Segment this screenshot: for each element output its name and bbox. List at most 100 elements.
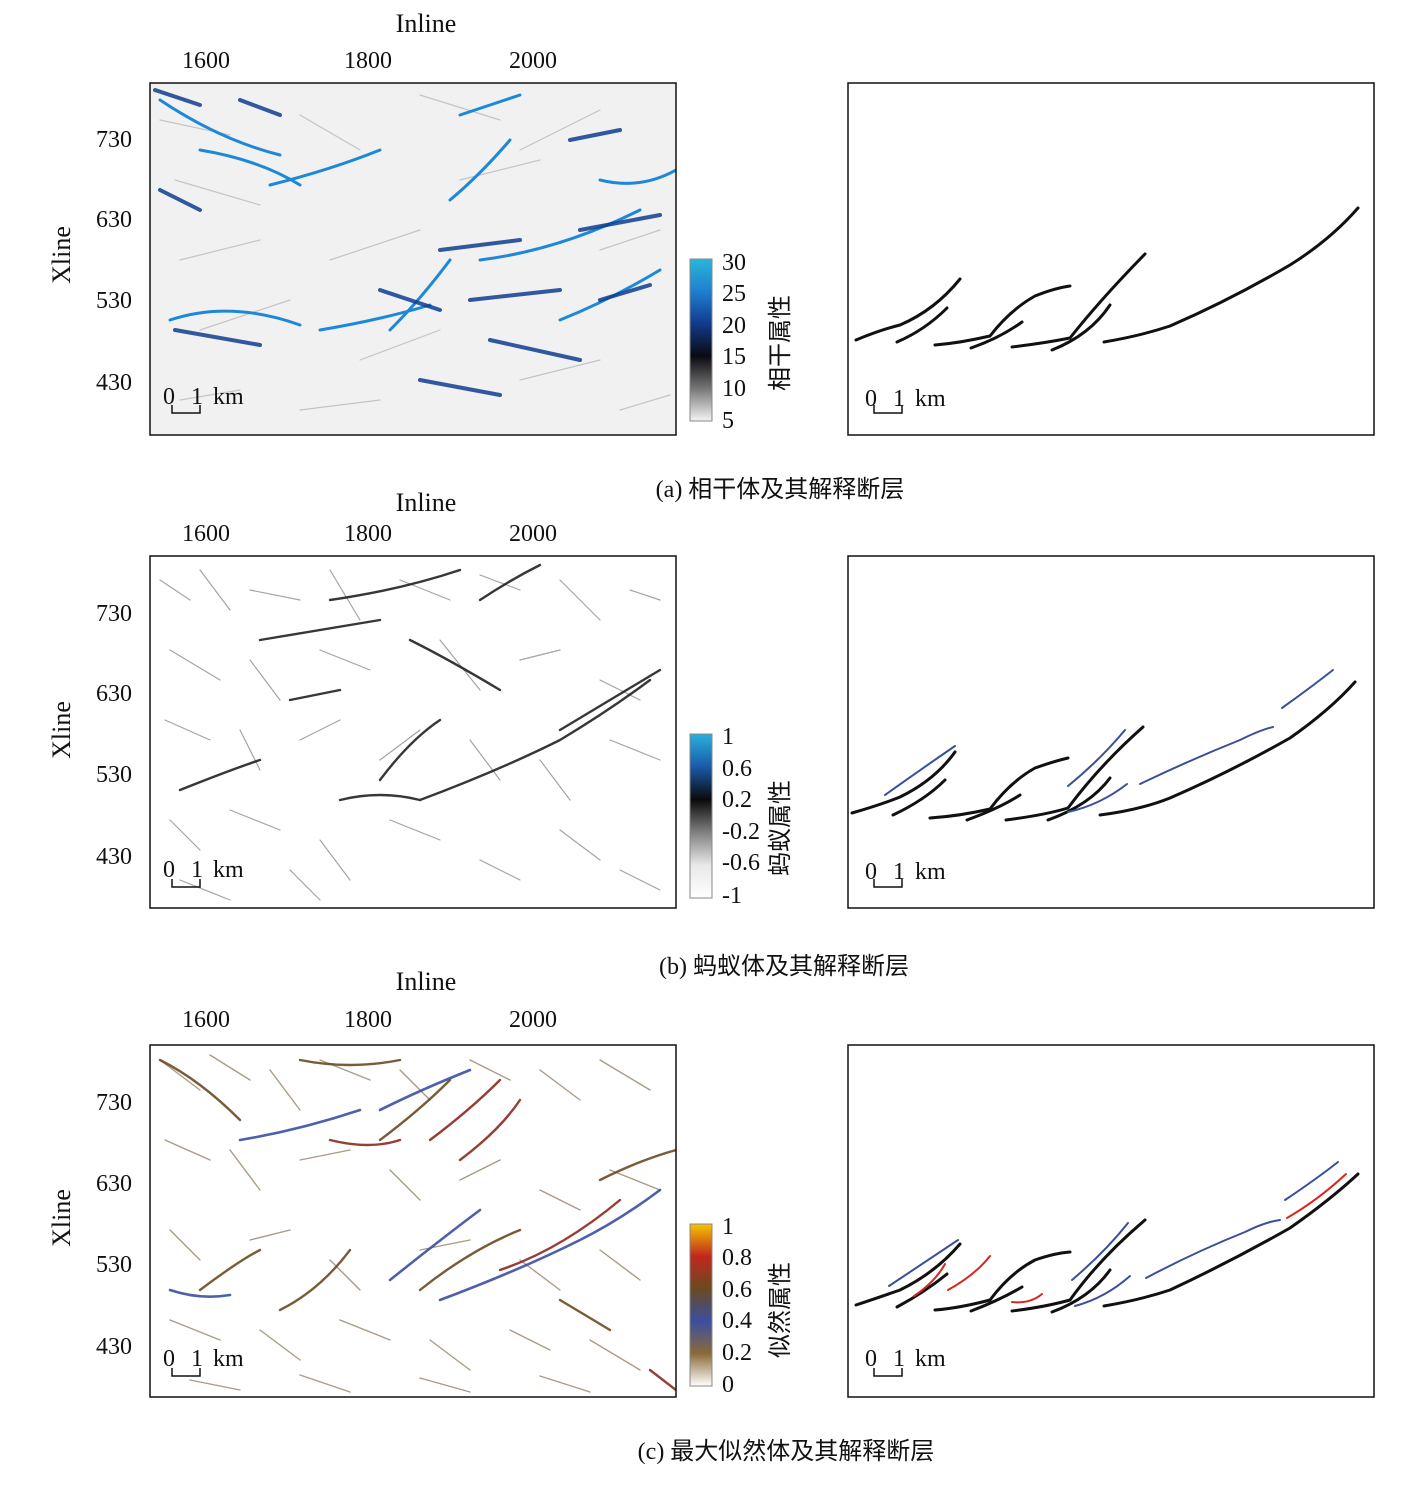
- scale-one: 1: [191, 857, 203, 883]
- likelihood-faults-blue: [168, 1068, 662, 1302]
- xline-tick-430: 430: [96, 1334, 132, 1360]
- scale-bar: 0 1 km: [865, 859, 946, 888]
- scale-bar: 0 1 km: [865, 1346, 946, 1377]
- inline-tick-2000: 2000: [509, 521, 557, 547]
- interpreted-faults-black: [850, 680, 1357, 822]
- colorbar-tick: -1: [722, 883, 742, 909]
- colorbar-tick: -0.2: [722, 819, 760, 845]
- xline-tick-530: 530: [96, 288, 132, 314]
- panel-a: Inline 1600 1800 2000 Xline 730 630 530 …: [47, 9, 1375, 503]
- inline-tick-1600: 1600: [182, 48, 230, 74]
- caption: (a) 相干体及其解释断层: [656, 476, 905, 503]
- scale-unit: km: [213, 1346, 244, 1372]
- xline-tick-630: 630: [96, 681, 132, 707]
- scale-unit: km: [213, 857, 244, 883]
- xline-tick-530: 530: [96, 1252, 132, 1278]
- coherence-attribute-map: [149, 82, 677, 436]
- colorbar-tick: 30: [722, 250, 746, 276]
- colorbar-tick: 1: [722, 1214, 734, 1240]
- scale-unit: km: [213, 384, 244, 410]
- colorbar-tick: 0.6: [722, 756, 752, 782]
- colorbar-tick: 25: [722, 281, 746, 307]
- coherence-blue-faults: [158, 93, 676, 332]
- coherence-dark-clusters: [153, 88, 662, 397]
- likelihood-texture: [159, 1054, 661, 1393]
- inline-axis-title: Inline: [396, 967, 457, 996]
- colorbar-title: 蚂蚁属性: [767, 780, 794, 876]
- colorbar-tick: 10: [722, 376, 746, 402]
- interpreted-faults-blue: [884, 669, 1334, 813]
- colorbar-tick: 15: [722, 344, 746, 370]
- inline-axis-title: Inline: [396, 488, 457, 517]
- scale-bar: 0 1 km: [163, 1346, 244, 1377]
- xline-axis-title: Xline: [47, 1189, 76, 1247]
- xline-axis-title: Xline: [47, 226, 76, 284]
- xline-tick-430: 430: [96, 370, 132, 396]
- inline-tick-1800: 1800: [344, 521, 392, 547]
- scale-bar: 0 1 km: [163, 384, 244, 414]
- likelihood-faults-brown: [158, 1058, 676, 1332]
- colorbar-tick: 0.2: [722, 1340, 752, 1366]
- scale-one: 1: [893, 1346, 905, 1372]
- interpreted-faults-black: [854, 206, 1360, 352]
- colorbar-tick: 0.6: [722, 1277, 752, 1303]
- interpreted-faults-box: 0 1 km: [847, 82, 1375, 436]
- colorbar: 1 0.8 0.6 0.4 0.2 0 似然属性: [689, 1214, 794, 1398]
- panel-b: Inline 1600 1800 2000 Xline 730 630 530 …: [47, 488, 1375, 980]
- scale-zero: 0: [163, 384, 175, 410]
- xline-tick-630: 630: [96, 1171, 132, 1197]
- scale-one: 1: [893, 859, 905, 885]
- colorbar-tick: -0.6: [722, 850, 760, 876]
- caption: (c) 最大似然体及其解释断层: [638, 1438, 935, 1465]
- scale-bar: 0 1 km: [163, 857, 244, 888]
- panel-c: Inline 1600 1800 2000 Xline 730 630 530 …: [47, 967, 1375, 1465]
- inline-tick-1600: 1600: [182, 521, 230, 547]
- scale-unit: km: [915, 859, 946, 885]
- colorbar-tick: 0.8: [722, 1245, 752, 1271]
- colorbar-tick: 0: [722, 1372, 734, 1398]
- scale-one: 1: [191, 1346, 203, 1372]
- xline-tick-530: 530: [96, 762, 132, 788]
- ant-dark-faults: [178, 563, 662, 802]
- colorbar: 1 0.6 0.2 -0.2 -0.6 -1 蚂蚁属性: [689, 724, 794, 909]
- xline-tick-730: 730: [96, 127, 132, 153]
- caption: (b) 蚂蚁体及其解释断层: [659, 953, 909, 980]
- colorbar-tick: 1: [722, 724, 734, 750]
- xline-tick-730: 730: [96, 601, 132, 627]
- scale-zero: 0: [163, 1346, 175, 1372]
- inline-tick-1800: 1800: [344, 1007, 392, 1033]
- inline-axis-title: Inline: [396, 9, 457, 38]
- scale-zero: 0: [865, 1346, 877, 1372]
- likelihood-attribute-map: [149, 1044, 677, 1398]
- colorbar-tick: 5: [722, 408, 734, 434]
- inline-tick-2000: 2000: [509, 48, 557, 74]
- colorbar: 30 25 20 15 10 5 相干属性: [689, 250, 794, 434]
- scale-unit: km: [915, 1346, 946, 1372]
- coherence-low-texture: [159, 94, 671, 411]
- scale-bar: 0 1 km: [865, 386, 946, 414]
- colorbar-title: 相干属性: [767, 295, 794, 391]
- likelihood-faults-red: [328, 1078, 676, 1392]
- scale-unit: km: [915, 386, 946, 412]
- colorbar-tick: 20: [722, 313, 746, 339]
- interpreted-faults-box: 0 1 km: [847, 555, 1375, 909]
- colorbar-tick: 0.4: [722, 1308, 752, 1334]
- scale-zero: 0: [865, 386, 877, 412]
- colorbar-tick: 0.2: [722, 787, 752, 813]
- interpreted-faults-red: [913, 1173, 1347, 1304]
- scale-zero: 0: [865, 859, 877, 885]
- xline-tick-630: 630: [96, 207, 132, 233]
- interpreted-faults-black: [854, 1172, 1360, 1314]
- xline-axis-title: Xline: [47, 701, 76, 759]
- colorbar-title: 似然属性: [767, 1262, 794, 1358]
- scale-zero: 0: [163, 857, 175, 883]
- inline-tick-1600: 1600: [182, 1007, 230, 1033]
- ant-texture: [159, 569, 661, 901]
- xline-tick-430: 430: [96, 844, 132, 870]
- inline-tick-1800: 1800: [344, 48, 392, 74]
- scale-one: 1: [893, 386, 905, 412]
- xline-tick-730: 730: [96, 1090, 132, 1116]
- scale-one: 1: [191, 384, 203, 410]
- interpreted-faults-blue: [888, 1161, 1339, 1307]
